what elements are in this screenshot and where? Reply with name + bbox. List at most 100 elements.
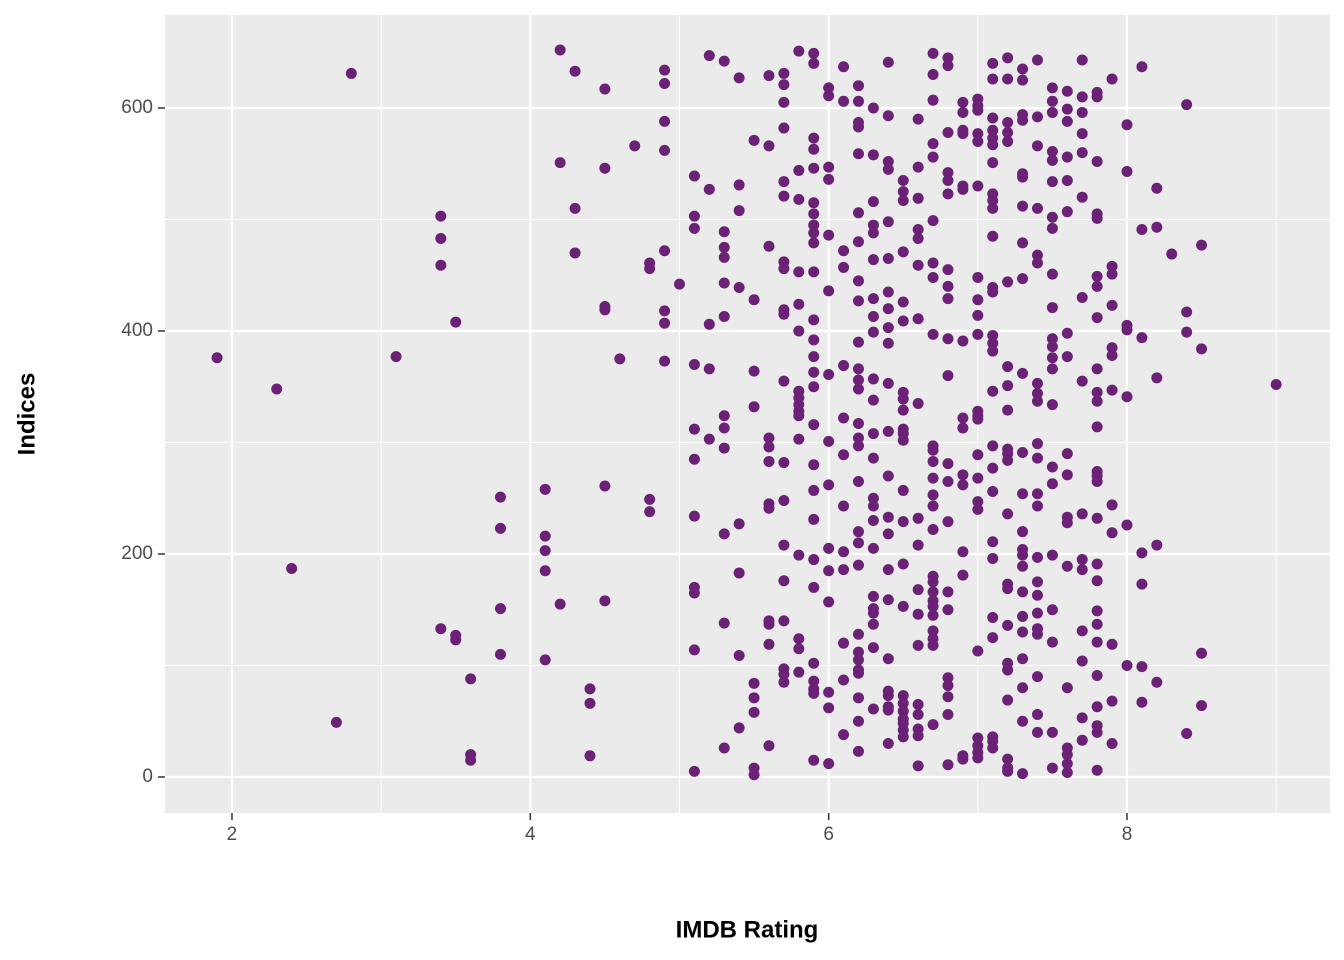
point — [897, 174, 909, 186]
point — [987, 612, 999, 624]
point — [733, 722, 745, 734]
point — [763, 70, 775, 82]
point — [1076, 554, 1088, 566]
point — [882, 110, 894, 122]
point — [1076, 508, 1088, 520]
point — [1046, 154, 1058, 166]
point — [972, 472, 984, 484]
point — [942, 458, 954, 470]
point — [897, 697, 909, 709]
point — [912, 699, 924, 711]
point — [733, 72, 745, 84]
axes: 2 4 6 8 0 200 400 600 — [121, 97, 1132, 845]
point — [852, 654, 864, 666]
point — [942, 691, 954, 703]
point — [927, 215, 939, 227]
point — [659, 305, 671, 317]
point — [793, 298, 805, 310]
point — [1121, 519, 1133, 531]
point — [912, 608, 924, 620]
point — [1002, 753, 1014, 765]
point — [703, 183, 715, 195]
point — [852, 383, 864, 395]
point — [867, 196, 879, 208]
point — [1002, 583, 1014, 595]
point — [867, 227, 879, 239]
point — [688, 453, 700, 465]
point — [823, 435, 835, 447]
point — [1076, 54, 1088, 66]
point — [1136, 332, 1148, 344]
point — [1091, 91, 1103, 103]
point — [1031, 671, 1043, 683]
point — [882, 286, 894, 298]
point — [987, 73, 999, 85]
point — [1151, 539, 1163, 551]
point — [823, 542, 835, 554]
point — [897, 558, 909, 570]
points — [211, 44, 1282, 781]
point — [1002, 404, 1014, 416]
point — [1076, 292, 1088, 304]
point — [867, 500, 879, 512]
point — [972, 135, 984, 147]
point — [942, 293, 954, 305]
point — [852, 295, 864, 307]
point — [1091, 270, 1103, 282]
point — [972, 503, 984, 515]
point — [1061, 560, 1073, 572]
point — [927, 719, 939, 731]
point — [778, 263, 790, 275]
point — [1031, 488, 1043, 500]
point — [793, 164, 805, 176]
point — [1091, 386, 1103, 398]
point — [927, 271, 939, 283]
point — [808, 351, 820, 363]
point — [1017, 526, 1029, 538]
point — [1091, 618, 1103, 630]
point — [539, 545, 551, 557]
point — [644, 506, 656, 518]
point — [808, 132, 820, 144]
point — [867, 515, 879, 527]
point — [763, 432, 775, 444]
point — [539, 530, 551, 542]
point — [733, 179, 745, 191]
point — [659, 245, 671, 257]
x-tick-label: 8 — [1122, 824, 1133, 845]
point — [1136, 578, 1148, 590]
point — [912, 584, 924, 596]
point — [659, 355, 671, 367]
point — [912, 313, 924, 325]
point — [763, 502, 775, 514]
point — [852, 236, 864, 248]
point — [688, 222, 700, 234]
point — [823, 758, 835, 770]
point — [897, 404, 909, 416]
point — [942, 174, 954, 186]
point — [778, 575, 790, 587]
point — [852, 374, 864, 386]
point — [897, 434, 909, 446]
point — [793, 410, 805, 422]
point — [957, 479, 969, 491]
point — [1091, 476, 1103, 488]
point — [942, 709, 954, 721]
point — [748, 401, 760, 413]
point — [271, 383, 283, 395]
point — [808, 143, 820, 155]
point — [987, 124, 999, 136]
point — [912, 760, 924, 772]
point — [1136, 661, 1148, 673]
point — [987, 195, 999, 207]
point — [1196, 239, 1208, 251]
point — [435, 210, 447, 222]
point — [927, 257, 939, 269]
point — [823, 368, 835, 380]
point — [838, 245, 850, 257]
point — [1031, 589, 1043, 601]
point — [867, 254, 879, 266]
point — [942, 476, 954, 488]
point — [1091, 280, 1103, 292]
point — [867, 428, 879, 440]
